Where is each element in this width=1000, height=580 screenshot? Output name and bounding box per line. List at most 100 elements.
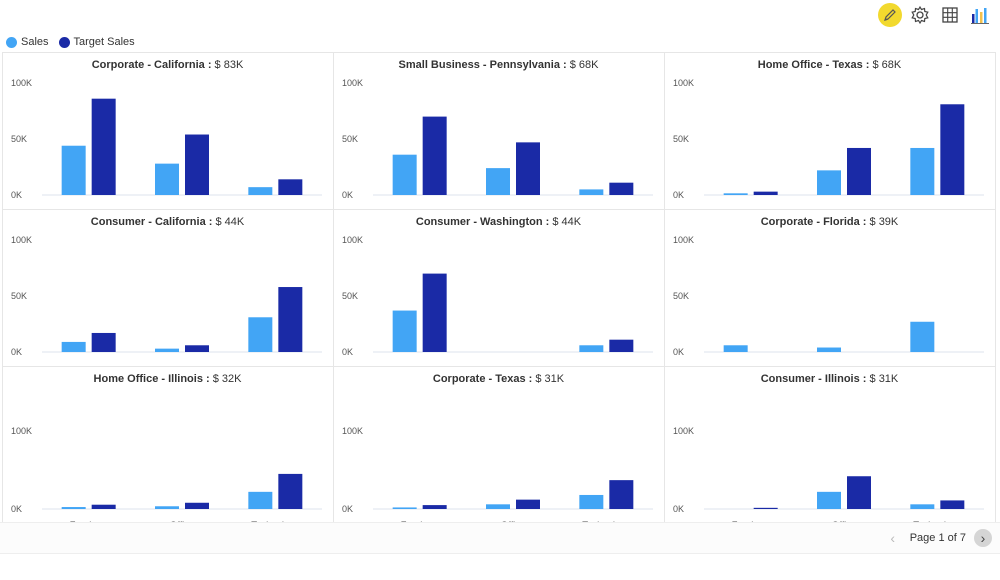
bar-target-sales[interactable] bbox=[516, 142, 540, 195]
bar-sales[interactable] bbox=[61, 145, 86, 195]
y-tick-label: 0K bbox=[11, 504, 22, 514]
bar-target-sales[interactable] bbox=[609, 339, 634, 352]
table-icon[interactable] bbox=[938, 3, 962, 27]
bar-target-sales[interactable] bbox=[609, 182, 634, 195]
small-multiple-panel: Home Office - Illinois : $ 32K 0K 100K Furn… bbox=[2, 366, 334, 522]
bar-sales[interactable] bbox=[392, 507, 417, 509]
bar-sales[interactable] bbox=[579, 189, 604, 195]
bar-sales[interactable] bbox=[910, 321, 935, 352]
bar-target-sales[interactable] bbox=[185, 345, 209, 352]
y-tick-label: 100K bbox=[11, 426, 32, 436]
y-tick-label: 50K bbox=[342, 291, 358, 301]
bar-sales[interactable] bbox=[392, 154, 417, 195]
prev-page-icon[interactable]: ‹ bbox=[890, 530, 896, 546]
bar-target-sales[interactable] bbox=[91, 98, 116, 195]
panel-title: Consumer - Washington : $ 44K bbox=[416, 216, 582, 228]
bar-sales[interactable] bbox=[155, 163, 179, 195]
y-tick-label: 0K bbox=[673, 190, 684, 200]
legend-item-sales[interactable]: Sales bbox=[6, 36, 49, 48]
bar-target-sales[interactable] bbox=[91, 504, 116, 509]
bar-sales[interactable] bbox=[817, 170, 841, 195]
bar-sales[interactable] bbox=[910, 147, 935, 195]
x-tick-label: Technology bbox=[582, 520, 630, 522]
y-tick-label: 100K bbox=[673, 235, 694, 245]
bar-sales[interactable] bbox=[155, 506, 179, 509]
y-tick-label: 50K bbox=[673, 291, 689, 301]
panel-title: Small Business - Pennsylvania : $ 68K bbox=[399, 59, 600, 71]
bar-sales[interactable] bbox=[579, 345, 604, 352]
small-multiple-panel: Corporate - Texas : $ 31K 0K 100K Furniture… bbox=[333, 366, 665, 522]
y-tick-label: 50K bbox=[342, 134, 358, 144]
y-tick-label: 0K bbox=[342, 190, 353, 200]
bar-target-sales[interactable] bbox=[278, 287, 303, 352]
bar-target-sales[interactable] bbox=[753, 191, 778, 195]
bar-target-sales[interactable] bbox=[847, 476, 871, 509]
chart-icon[interactable] bbox=[968, 3, 992, 27]
x-tick-label: Furniture bbox=[401, 520, 439, 522]
y-tick-label: 0K bbox=[11, 347, 22, 357]
y-tick-label: 0K bbox=[673, 504, 684, 514]
bar-sales[interactable] bbox=[61, 507, 86, 509]
bar-sales[interactable] bbox=[817, 491, 841, 509]
x-tick-label: Office bbox=[170, 520, 195, 522]
x-tick-label: Technology bbox=[251, 520, 299, 522]
y-tick-label: 50K bbox=[11, 291, 27, 301]
panel-title: Corporate - Texas : $ 31K bbox=[433, 373, 565, 385]
bar-target-sales[interactable] bbox=[185, 134, 209, 195]
y-tick-label: 50K bbox=[11, 134, 27, 144]
y-tick-label: 100K bbox=[11, 235, 32, 245]
panel-title: Home Office - Illinois : $ 32K bbox=[94, 373, 243, 385]
bar-sales[interactable] bbox=[248, 317, 273, 352]
legend-dot-target-sales bbox=[58, 36, 70, 48]
gear-icon[interactable] bbox=[908, 3, 932, 27]
bar-sales[interactable] bbox=[723, 193, 748, 195]
y-tick-label: 100K bbox=[673, 78, 694, 88]
panel-title: Consumer - Illinois : $ 31K bbox=[761, 373, 899, 385]
panel-border bbox=[664, 209, 996, 367]
legend-item-target-sales[interactable]: Target Sales bbox=[58, 36, 135, 48]
bar-target-sales[interactable] bbox=[422, 505, 447, 509]
legend-label-target-sales: Target Sales bbox=[73, 36, 135, 48]
bar-sales[interactable] bbox=[248, 187, 273, 195]
bar-sales[interactable] bbox=[817, 347, 841, 352]
x-tick-label: Office bbox=[832, 520, 857, 522]
bar-sales[interactable] bbox=[61, 341, 86, 352]
next-page-icon[interactable]: › bbox=[974, 529, 992, 547]
panel-title: Corporate - Florida : $ 39K bbox=[761, 216, 899, 228]
x-tick-label: Office bbox=[501, 520, 526, 522]
legend-dot-sales bbox=[6, 36, 17, 48]
y-tick-label: 100K bbox=[673, 426, 694, 436]
bar-sales[interactable] bbox=[155, 348, 179, 352]
small-multiple-panel: Consumer - Illinois : $ 31K 0K 100K Furnitu… bbox=[664, 366, 996, 522]
bar-target-sales[interactable] bbox=[422, 273, 447, 352]
bar-sales[interactable] bbox=[486, 168, 510, 195]
bar-target-sales[interactable] bbox=[422, 116, 447, 195]
y-tick-label: 0K bbox=[673, 347, 684, 357]
toolbar bbox=[878, 3, 992, 27]
pencil-icon[interactable] bbox=[878, 3, 902, 27]
bar-target-sales[interactable] bbox=[609, 480, 634, 509]
bar-target-sales[interactable] bbox=[847, 147, 871, 195]
footer: ‹ Page 1 of 7 › bbox=[0, 522, 1000, 554]
bar-sales[interactable] bbox=[579, 494, 604, 509]
bar-target-sales[interactable] bbox=[940, 500, 965, 509]
bar-sales[interactable] bbox=[723, 345, 748, 352]
x-tick-label: Furniture bbox=[732, 520, 770, 522]
bar-target-sales[interactable] bbox=[940, 104, 965, 195]
bar-target-sales[interactable] bbox=[91, 332, 116, 352]
bar-target-sales[interactable] bbox=[753, 507, 778, 509]
bar-sales[interactable] bbox=[910, 504, 935, 509]
small-multiple-panel: Home Office - Texas : $ 68K 0K 50K 100K bbox=[664, 52, 996, 210]
y-tick-label: 100K bbox=[11, 78, 32, 88]
bar-target-sales[interactable] bbox=[185, 502, 209, 509]
bar-target-sales[interactable] bbox=[278, 473, 303, 509]
y-tick-label: 100K bbox=[342, 426, 363, 436]
bar-target-sales[interactable] bbox=[278, 179, 303, 195]
bar-sales[interactable] bbox=[392, 310, 417, 352]
small-multiple-panel: Small Business - Pennsylvania : $ 68K 0K 5… bbox=[333, 52, 665, 210]
bar-sales[interactable] bbox=[486, 504, 510, 509]
y-tick-label: 50K bbox=[673, 134, 689, 144]
bar-sales[interactable] bbox=[248, 491, 273, 509]
panel-border bbox=[664, 366, 996, 522]
bar-target-sales[interactable] bbox=[516, 499, 540, 509]
